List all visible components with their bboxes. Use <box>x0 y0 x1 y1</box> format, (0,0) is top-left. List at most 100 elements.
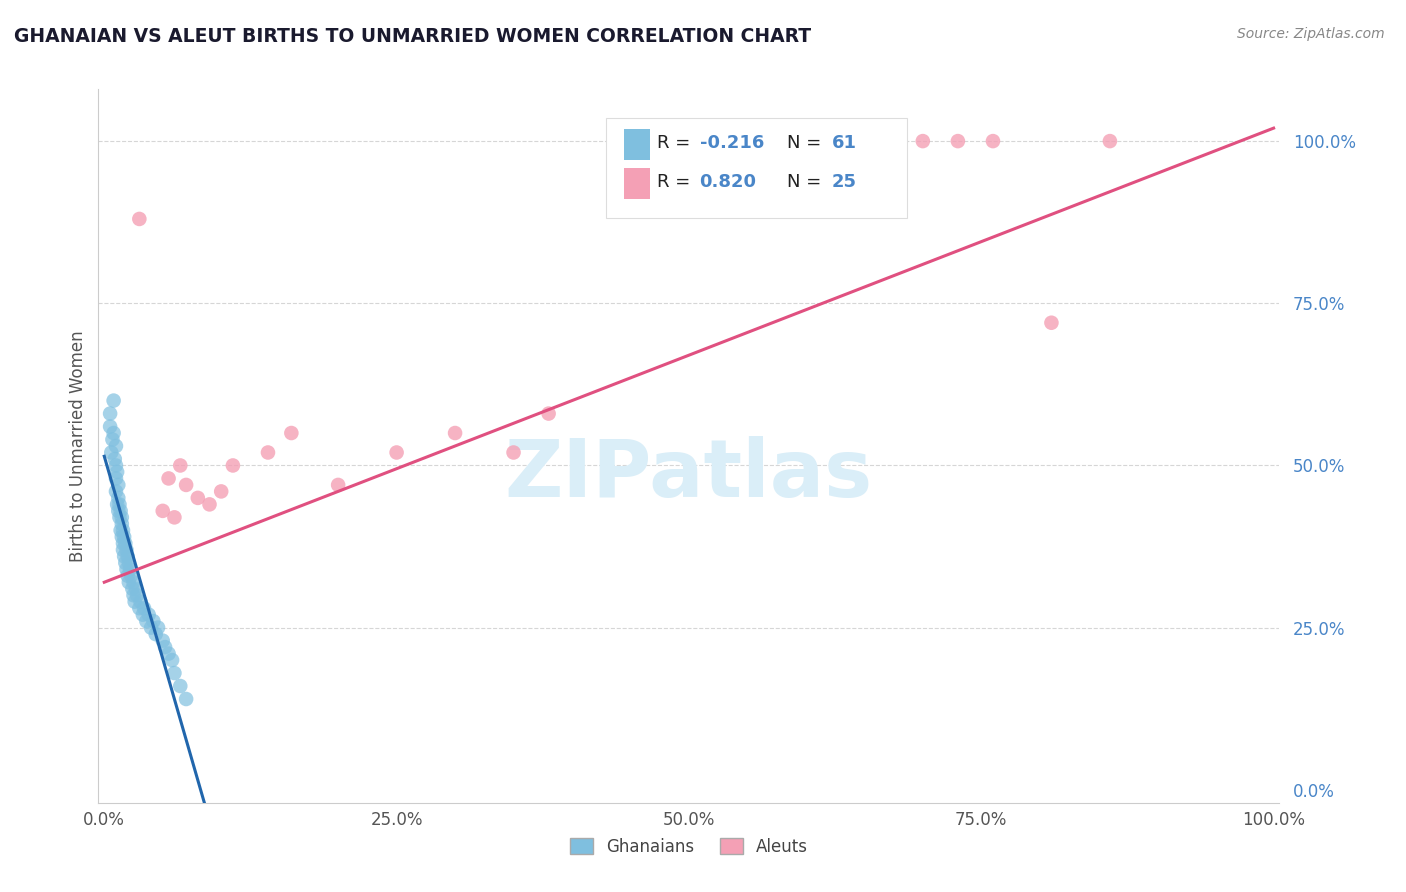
Point <box>115 542 138 557</box>
Point <box>257 445 280 459</box>
Text: 61: 61 <box>832 134 856 152</box>
Point <box>911 134 934 148</box>
Text: ZIPatlas: ZIPatlas <box>505 435 873 514</box>
Point <box>146 621 169 635</box>
Point <box>169 679 191 693</box>
Point <box>157 471 180 485</box>
Point <box>385 445 408 459</box>
Point <box>100 445 122 459</box>
Point <box>98 407 121 421</box>
Point <box>160 653 183 667</box>
Point <box>108 497 131 511</box>
Point <box>981 134 1004 148</box>
Point <box>112 530 135 544</box>
Point <box>187 491 209 505</box>
Point <box>128 601 150 615</box>
Point <box>122 575 145 590</box>
Point <box>101 433 124 447</box>
Point <box>111 516 134 531</box>
Point <box>115 562 138 576</box>
Point <box>280 425 302 440</box>
Point <box>105 465 128 479</box>
Point <box>135 614 157 628</box>
Point <box>1040 316 1063 330</box>
Point <box>152 633 174 648</box>
Point <box>120 568 142 582</box>
Point <box>112 549 135 564</box>
Point <box>174 692 197 706</box>
Point <box>222 458 245 473</box>
Point <box>114 536 136 550</box>
Point <box>118 575 141 590</box>
Legend: Ghanaians, Aleuts: Ghanaians, Aleuts <box>562 831 815 863</box>
Point <box>104 439 127 453</box>
Point <box>153 640 176 654</box>
Point <box>104 458 127 473</box>
Point <box>537 407 560 421</box>
Point <box>174 478 197 492</box>
Point <box>122 588 145 602</box>
Point <box>145 627 167 641</box>
Point <box>114 556 136 570</box>
Point <box>1098 134 1121 148</box>
FancyBboxPatch shape <box>624 169 650 199</box>
Point <box>138 607 160 622</box>
Point <box>107 478 129 492</box>
Point <box>110 504 132 518</box>
Point <box>104 484 127 499</box>
Point <box>107 491 129 505</box>
Point <box>103 393 125 408</box>
Point <box>444 425 467 440</box>
Point <box>117 549 139 564</box>
Point <box>103 425 125 440</box>
Point <box>139 621 162 635</box>
Point <box>111 524 134 538</box>
Text: -0.216: -0.216 <box>700 134 763 152</box>
Point <box>117 568 139 582</box>
Point <box>125 588 148 602</box>
Point <box>105 497 128 511</box>
Point <box>125 582 148 596</box>
Text: 0.820: 0.820 <box>700 173 756 191</box>
Point <box>104 471 127 485</box>
Point <box>128 211 150 226</box>
Point <box>132 601 155 615</box>
Point <box>157 647 180 661</box>
Point <box>111 536 134 550</box>
Point <box>198 497 221 511</box>
FancyBboxPatch shape <box>624 129 650 160</box>
Point <box>98 419 121 434</box>
Point <box>326 478 349 492</box>
Point <box>111 510 134 524</box>
Point <box>111 530 134 544</box>
Point <box>118 562 141 576</box>
Point <box>946 134 969 148</box>
Point <box>502 445 524 459</box>
Point <box>132 607 155 622</box>
Point <box>163 510 186 524</box>
Point <box>818 134 841 148</box>
Point <box>110 524 132 538</box>
Point <box>152 504 174 518</box>
Point <box>118 556 141 570</box>
Text: Source: ZipAtlas.com: Source: ZipAtlas.com <box>1237 27 1385 41</box>
Point <box>108 510 131 524</box>
Point <box>129 595 152 609</box>
Point <box>209 484 232 499</box>
Point <box>889 134 911 148</box>
Point <box>142 614 165 628</box>
Point <box>107 504 129 518</box>
Point <box>163 666 186 681</box>
Text: R =: R = <box>657 134 696 152</box>
Point <box>104 452 127 467</box>
Point <box>124 595 146 609</box>
Y-axis label: Births to Unmarried Women: Births to Unmarried Women <box>69 330 87 562</box>
FancyBboxPatch shape <box>606 118 907 218</box>
Text: N =: N = <box>787 173 827 191</box>
Point <box>121 582 143 596</box>
Point <box>111 542 134 557</box>
Text: R =: R = <box>657 173 696 191</box>
Point <box>841 134 863 148</box>
Point <box>169 458 191 473</box>
Text: GHANAIAN VS ALEUT BIRTHS TO UNMARRIED WOMEN CORRELATION CHART: GHANAIAN VS ALEUT BIRTHS TO UNMARRIED WO… <box>14 27 811 45</box>
